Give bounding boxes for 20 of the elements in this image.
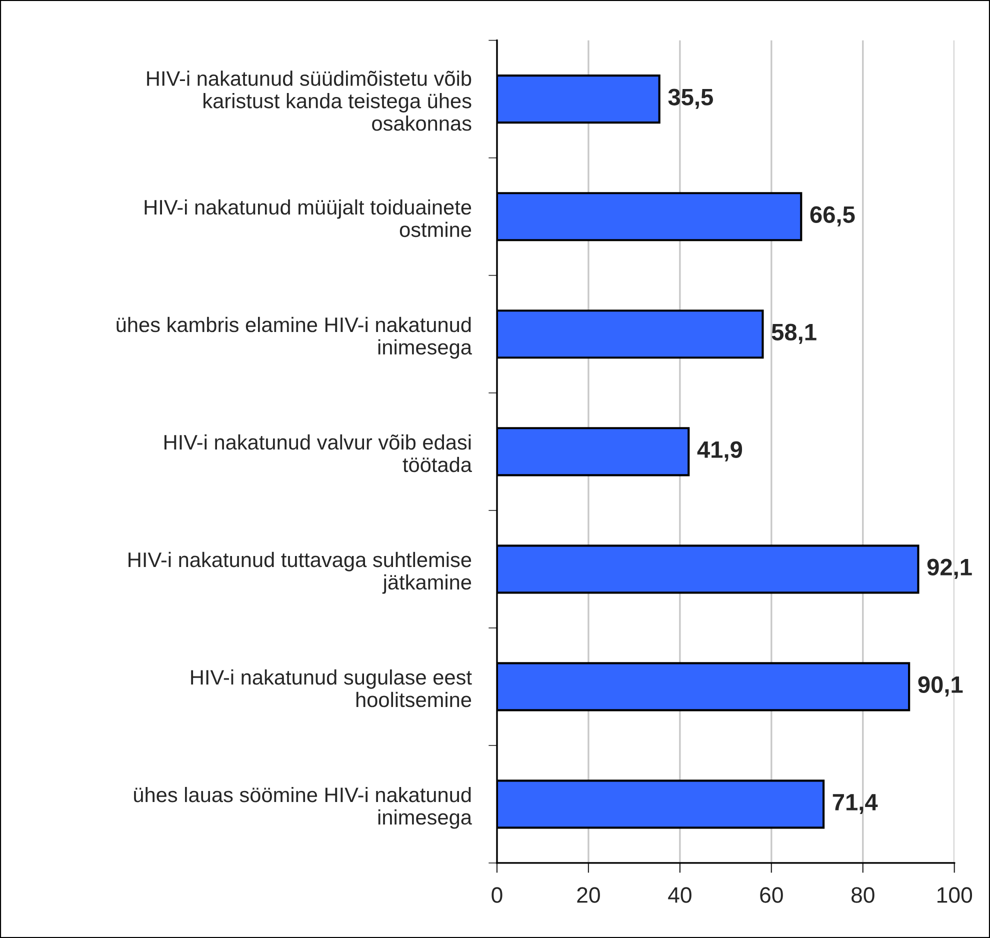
x-tick-label: 20 [577, 887, 600, 903]
x-tick-label: 60 [760, 887, 783, 903]
data-label: 35,5 [668, 88, 713, 109]
y-tick-label: ühes kambris elamine HIV-i nakatunud inimesega [116, 316, 472, 359]
x-tick-label: 80 [851, 887, 874, 903]
y-tick-label: HIV-i nakatunud müüjalt toiduainete ostmine [144, 199, 472, 238]
x-tick-label: 100 [938, 887, 972, 903]
data-label: 71,4 [832, 794, 878, 814]
data-label: 90,1 [918, 676, 963, 696]
y-tick-label: HIV-i nakatunud valvur võib edasi töötada [164, 434, 472, 472]
data-label: 66,5 [810, 206, 855, 226]
y-tick-label: HIV-i nakatunud süüdimõistetu võib karistust kanda teistega ühes osakonnas [147, 70, 472, 131]
y-tick-label: ühes lauas söömine HIV-i nakatunud inimesega [134, 786, 472, 829]
x-tick-label: 40 [668, 887, 692, 903]
data-label: 92,1 [927, 558, 972, 579]
x-tick-label: 0 [492, 887, 502, 903]
data-label: 41,9 [697, 441, 742, 462]
data-label: 58,1 [772, 324, 816, 344]
y-tick-label: HIV-i nakatunud tuttavaga suhtlemise jätkamine [128, 552, 472, 594]
y-tick-label: HIV-i nakatunud sugulase eest hoolitsemine [191, 669, 472, 708]
